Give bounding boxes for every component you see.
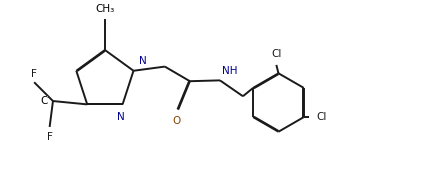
Text: O: O (172, 116, 180, 126)
Text: F: F (46, 132, 52, 142)
Text: N: N (138, 56, 146, 66)
Text: F: F (31, 69, 37, 79)
Text: NH: NH (221, 66, 236, 76)
Text: Cl: Cl (316, 112, 326, 122)
Text: N: N (116, 112, 124, 122)
Text: CH₃: CH₃ (95, 4, 114, 14)
Text: C: C (40, 96, 48, 106)
Text: Cl: Cl (271, 49, 281, 60)
